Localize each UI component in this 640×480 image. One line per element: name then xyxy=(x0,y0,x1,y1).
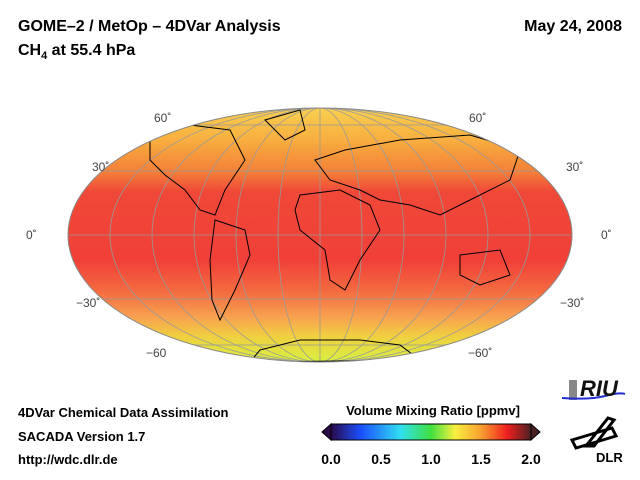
lat-label-left-m60: −60 xyxy=(146,346,167,360)
lat-label-left-m30: −30˚ xyxy=(76,296,101,310)
analysis-date: May 24, 2008 xyxy=(524,18,622,35)
globe-outline xyxy=(67,107,573,363)
footer-line-1: 4DVar Chemical Data Assimilation xyxy=(18,405,229,420)
dlr-logo: DLR xyxy=(596,450,623,465)
graticule xyxy=(68,108,572,362)
lat-label-left-60: 60˚ xyxy=(154,111,172,125)
colorbar-tick: 1.5 xyxy=(471,451,491,467)
colorbar-min-arrow xyxy=(321,422,332,442)
colorbar-tick: 0.5 xyxy=(371,451,391,467)
coastlines xyxy=(149,109,521,362)
lat-label-right-60: 60˚ xyxy=(469,111,487,125)
colorbar-tick: 2.0 xyxy=(521,451,541,467)
lat-label-left-0: 0˚ xyxy=(26,228,37,242)
lat-label-right-30: 30˚ xyxy=(566,160,584,174)
lat-label-right-0: 0˚ xyxy=(601,228,612,242)
footer-line-2: SACADA Version 1.7 xyxy=(18,429,146,444)
colorbar xyxy=(321,422,541,442)
dlr-logo-graphic xyxy=(569,416,619,450)
colorbar-tick: 1.0 xyxy=(421,451,441,467)
page-title: GOME–2 / MetOp – 4DVar Analysis xyxy=(18,18,281,35)
riu-logo: RIU xyxy=(580,376,618,401)
lat-label-right-m60: −60˚ xyxy=(468,346,493,360)
riu-logo-graphic xyxy=(561,380,626,400)
colorbar-label: Volume Mixing Ratio [ppmv] xyxy=(346,403,520,418)
colorbar-tick: 0.0 xyxy=(321,451,341,467)
lat-label-right-m30: −30˚ xyxy=(560,296,585,310)
lat-label-left-30: 30˚ xyxy=(92,160,110,174)
footer-url: http://wdc.dlr.de xyxy=(18,452,118,467)
page-subtitle: CH4 at 55.4 hPa xyxy=(18,42,136,63)
colorbar-max-arrow xyxy=(530,422,541,442)
